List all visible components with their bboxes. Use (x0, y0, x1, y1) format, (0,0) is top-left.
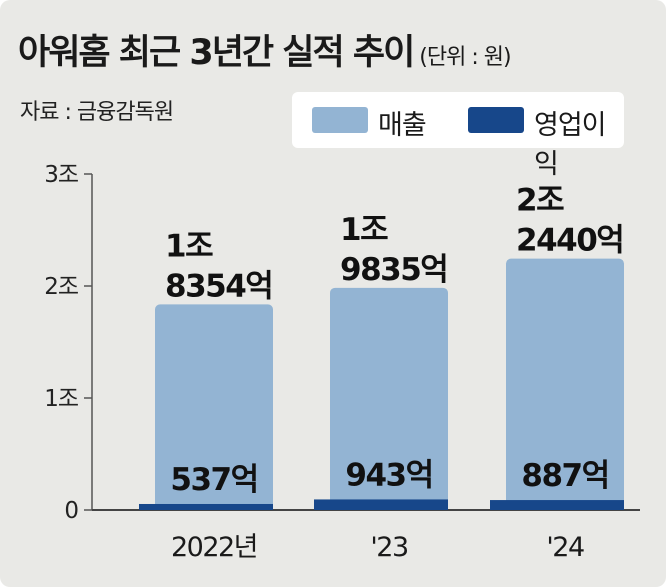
legend: 매출 영업이익 (292, 92, 624, 180)
legend-label-revenue: 매출 (378, 110, 427, 141)
y-tick-label: 0 (64, 498, 78, 524)
x-tick-label: '23 (370, 532, 408, 563)
chart-title: 아워홈 최근 3년간 실적 추이 (단위 : 원) (18, 24, 512, 75)
legend-label-operating-profit: 영업이익 (534, 110, 607, 180)
operating-profit-data-label: 887억 (521, 458, 608, 494)
revenue-data-label: 2조 (516, 183, 564, 219)
revenue-data-label: 8354억 (165, 268, 272, 304)
y-tick-label: 1조 (44, 386, 78, 412)
x-tick-label: '24 (546, 532, 584, 563)
operating-profit-data-label: 537억 (170, 462, 257, 498)
revenue-bar (330, 287, 448, 510)
revenue-data-label: 2440억 (516, 223, 623, 259)
revenue-data-label: 1조 (340, 212, 388, 248)
y-tick-label: 3조 (44, 162, 78, 188)
revenue-bar (155, 304, 273, 510)
y-tick-label: 2조 (44, 274, 78, 300)
x-tick-label: 2022년 (171, 532, 257, 563)
revenue-data-label: 9835억 (340, 252, 447, 288)
revenue-bar (506, 258, 624, 510)
revenue-data-label: 1조 (165, 228, 213, 264)
unit-label: (단위 : 원) (419, 45, 511, 70)
source-label: 자료 : 금융감독원 (20, 100, 174, 125)
legend-swatch-revenue (312, 107, 368, 133)
operating-profit-bar (490, 500, 624, 510)
legend-swatch-operating-profit (468, 107, 524, 133)
chart-title-text: 아워홈 최근 3년간 실적 추이 (18, 33, 415, 73)
operating-profit-bar (139, 503, 273, 510)
operating-profit-bar (314, 499, 448, 510)
operating-profit-data-label: 943억 (345, 457, 432, 493)
